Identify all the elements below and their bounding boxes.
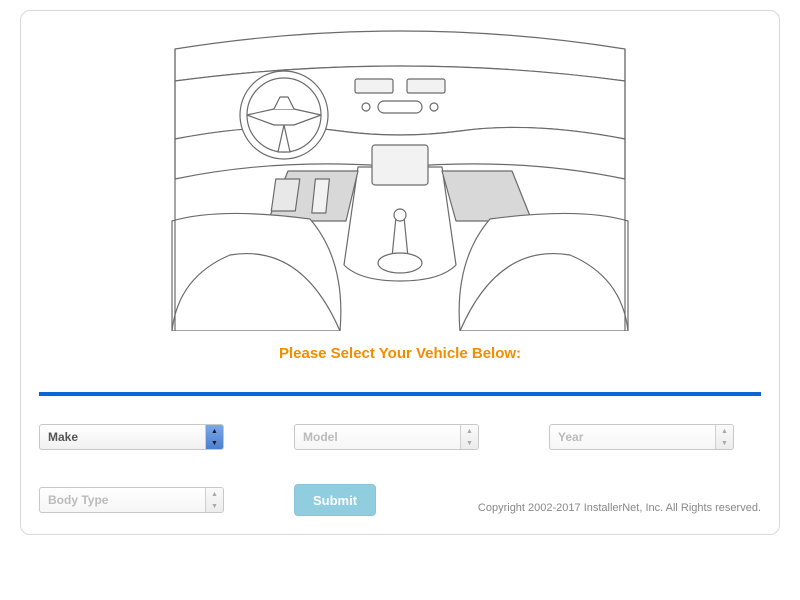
- copyright-text: Copyright 2002-2017 InstallerNet, Inc. A…: [478, 488, 761, 516]
- select-row-1: Make ▲▼ Model ▲▼ Year ▲▼: [39, 424, 761, 450]
- prompt-text: Please Select Your Vehicle Below:: [39, 345, 761, 362]
- stepper-icon: ▲▼: [715, 425, 733, 449]
- stepper-icon: ▲▼: [205, 425, 223, 449]
- section-divider: [39, 392, 761, 396]
- year-select[interactable]: Year ▲▼: [549, 424, 734, 450]
- body-type-select[interactable]: Body Type ▲▼: [39, 487, 224, 513]
- vehicle-selector-card: Please Select Your Vehicle Below: Make ▲…: [20, 10, 780, 535]
- model-select[interactable]: Model ▲▼: [294, 424, 479, 450]
- stepper-icon: ▲▼: [205, 488, 223, 512]
- select-row-2: Body Type ▲▼ Submit Copyright 2002-2017 …: [39, 484, 761, 516]
- submit-button[interactable]: Submit: [294, 484, 376, 516]
- stepper-icon: ▲▼: [460, 425, 478, 449]
- make-select[interactable]: Make ▲▼: [39, 424, 224, 450]
- car-interior-illustration: [160, 21, 640, 331]
